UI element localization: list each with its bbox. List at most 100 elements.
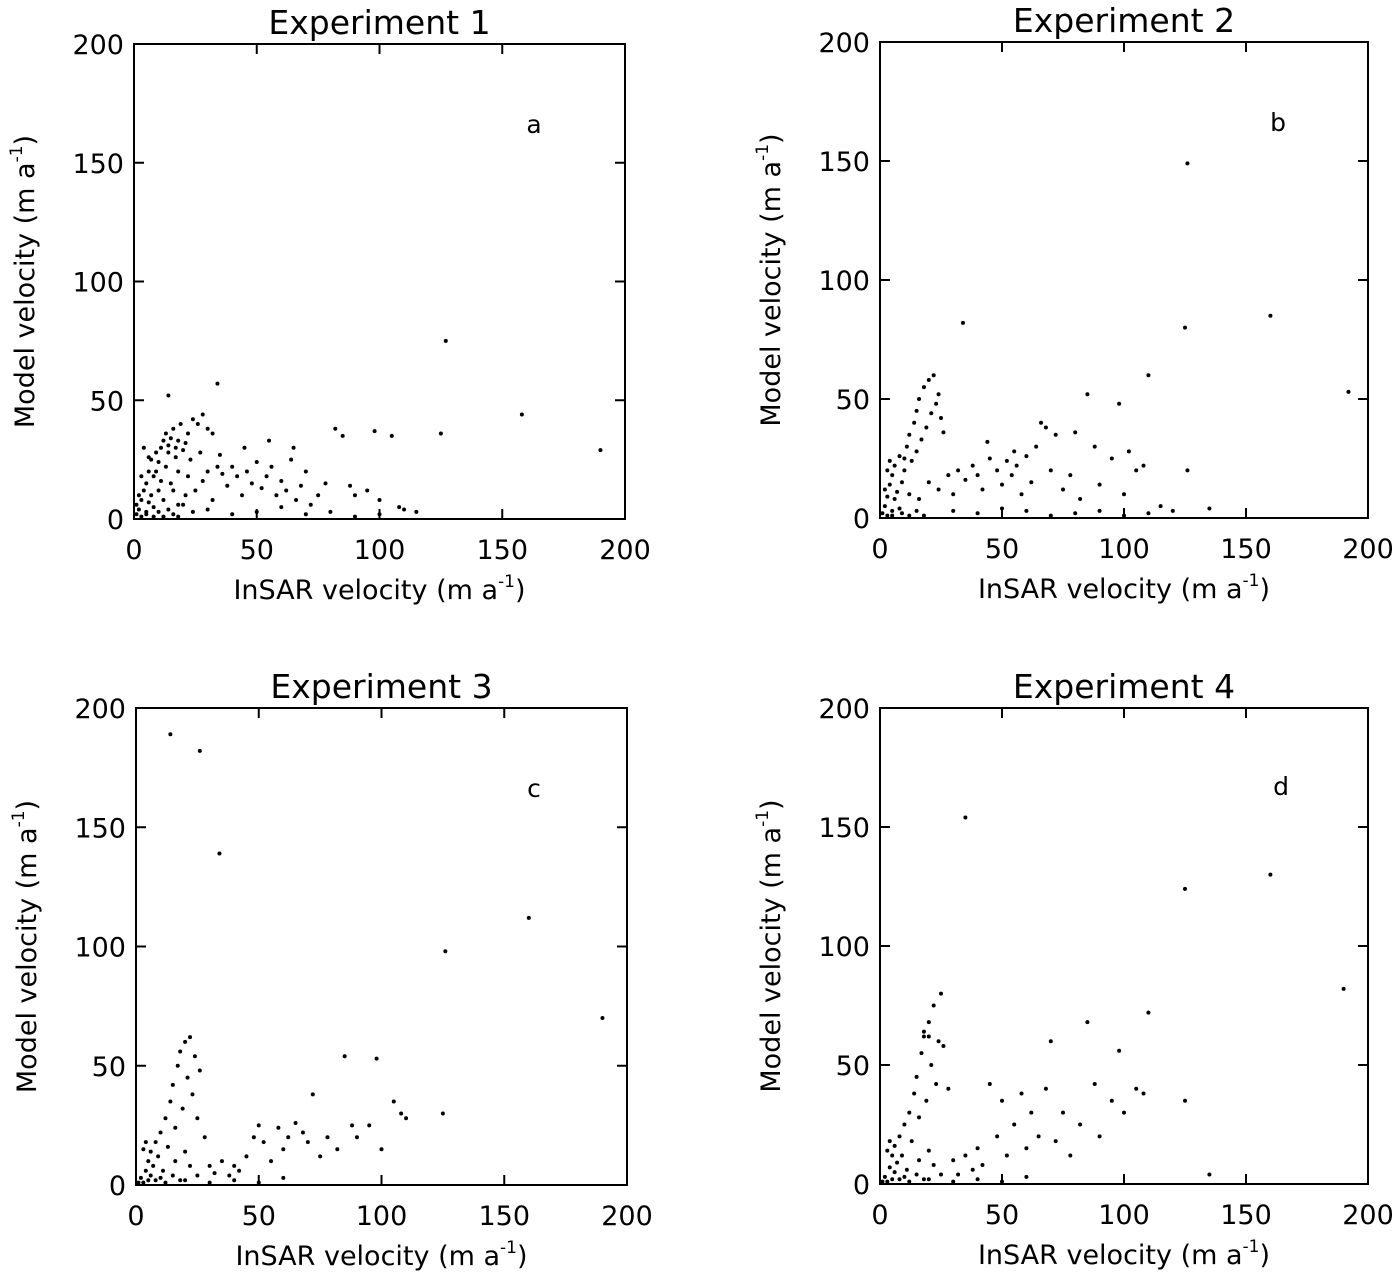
data-point <box>170 1173 175 1178</box>
data-point <box>899 1153 904 1158</box>
data-point <box>887 482 892 487</box>
data-point <box>1039 420 1044 425</box>
data-point <box>1009 473 1014 478</box>
data-point <box>899 511 904 516</box>
data-point <box>281 1147 286 1152</box>
plot-frame <box>133 43 626 520</box>
data-point <box>144 481 149 486</box>
data-point <box>210 498 215 502</box>
data-point <box>391 1099 396 1104</box>
data-point <box>1097 482 1102 487</box>
data-point <box>367 1123 372 1128</box>
data-point <box>136 1180 141 1185</box>
y-tick-label: 100 <box>74 933 126 964</box>
data-point <box>1122 492 1126 497</box>
data-point <box>397 505 402 510</box>
data-point <box>136 507 141 512</box>
data-point <box>232 1163 237 1168</box>
data-point <box>156 509 161 514</box>
data-point <box>931 373 936 378</box>
y-axis-label-close: ) <box>756 799 787 810</box>
y-axis-label: Model velocity (m a-1) <box>9 800 43 1093</box>
data-point <box>328 509 333 514</box>
data-point <box>909 1139 914 1144</box>
data-point <box>161 498 166 502</box>
data-point <box>190 417 195 422</box>
data-point <box>1109 456 1114 461</box>
data-point <box>256 1180 261 1185</box>
x-axis-label: InSAR velocity (m a-1) <box>978 1237 1270 1271</box>
y-tick-label: 200 <box>818 694 870 725</box>
y-tick-label: 200 <box>818 28 870 59</box>
data-point <box>970 1167 975 1172</box>
data-point <box>902 456 907 461</box>
data-point <box>267 438 272 443</box>
data-point <box>195 1116 200 1121</box>
data-point <box>372 429 377 434</box>
data-point <box>377 512 382 517</box>
data-point <box>956 468 961 473</box>
data-point <box>159 445 164 450</box>
data-point <box>168 481 173 486</box>
data-point <box>165 1144 170 1149</box>
data-point <box>279 505 284 510</box>
data-point <box>926 480 931 485</box>
data-point <box>237 1168 242 1173</box>
data-point <box>926 377 931 382</box>
y-axis-label-text: Model velocity (m a <box>12 827 43 1093</box>
y-axis-label-close: ) <box>10 135 41 146</box>
y-axis-label-exponent: -1 <box>753 810 773 827</box>
data-point <box>1134 1086 1139 1091</box>
data-point <box>232 1178 237 1183</box>
data-point <box>151 1163 156 1168</box>
data-point <box>914 1074 919 1079</box>
data-point <box>941 430 946 435</box>
data-point <box>1043 425 1048 430</box>
data-point <box>897 454 902 459</box>
data-point <box>1024 1146 1029 1151</box>
data-point <box>352 514 357 519</box>
data-point <box>440 1111 445 1116</box>
data-point <box>1183 886 1187 891</box>
data-point <box>902 1174 907 1179</box>
data-point <box>348 483 353 488</box>
data-point <box>352 493 357 498</box>
data-point <box>890 508 895 513</box>
data-point <box>1170 508 1175 513</box>
data-point <box>1078 496 1083 501</box>
y-tick-label: 50 <box>836 1051 870 1082</box>
data-point <box>880 1179 885 1184</box>
data-point <box>141 1180 146 1185</box>
data-point <box>985 439 990 444</box>
data-point <box>917 1115 922 1120</box>
data-point <box>153 1178 158 1183</box>
data-point <box>921 1177 926 1182</box>
data-point <box>399 1111 404 1116</box>
data-point <box>171 512 176 517</box>
panel-letter: a <box>526 110 541 139</box>
data-point <box>890 513 895 518</box>
data-point <box>1024 508 1029 513</box>
data-point <box>1122 1110 1126 1115</box>
y-tick-label: 200 <box>72 30 124 61</box>
chart-title: Experiment 4 <box>1013 667 1235 706</box>
data-point <box>1134 468 1139 473</box>
data-point <box>176 438 181 443</box>
data-point <box>1036 1134 1041 1139</box>
data-point <box>210 431 215 436</box>
data-point <box>269 464 274 469</box>
panel-letter: c <box>527 774 541 803</box>
data-point <box>929 1063 934 1067</box>
data-point <box>926 1177 931 1182</box>
data-point <box>895 1160 900 1165</box>
y-tick-label: 150 <box>72 149 124 180</box>
panel-4: Experiment 4 d 0 50 100 150 200 0 50 100 150 200 InS… <box>753 667 1394 1271</box>
x-tick-label: 150 <box>476 535 528 566</box>
data-point <box>1183 325 1187 330</box>
data-point <box>929 411 934 416</box>
data-point <box>980 1162 985 1167</box>
data-point <box>1097 1134 1102 1139</box>
y-tick-label: 150 <box>818 147 870 178</box>
panel-1: Experiment 1 a 0 50 100 150 200 0 50 100 150 200 InS… <box>7 3 651 606</box>
data-point <box>354 1135 359 1140</box>
